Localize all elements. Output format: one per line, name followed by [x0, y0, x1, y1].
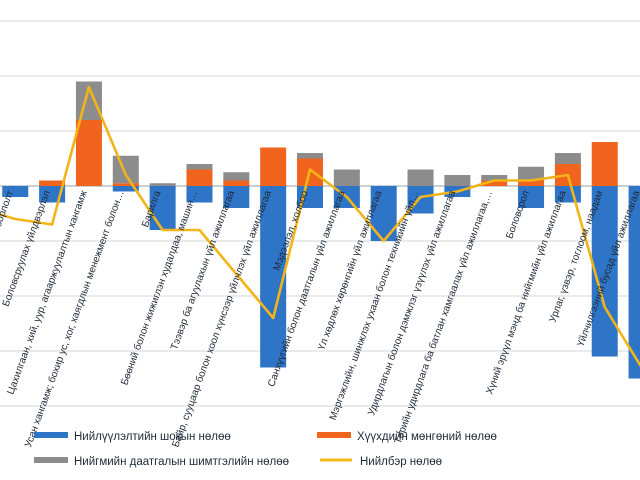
- bar-social-insurance-6: [186, 164, 213, 170]
- category-label-16: Хүний эрүүл мэнд ба нийгмийн үйл ажиллаг…: [484, 189, 569, 396]
- legend-label-child-money: Хүүхдийн мөнгөний нөлөө: [357, 431, 497, 443]
- bar-social-insurance-16: [554, 153, 581, 164]
- bar-supply-shock-18: [628, 186, 640, 379]
- bar-social-insurance-9: [297, 153, 323, 159]
- total-line-layer: [0, 85, 640, 368]
- bars: [2, 81, 640, 379]
- bar-supply-shock-4: [112, 186, 139, 192]
- bar-child-money-14: [481, 180, 508, 186]
- bar-supply-shock-6: [186, 186, 213, 203]
- bar-supply-shock-8: [260, 186, 287, 368]
- legend-label-supply-shock: Нийлүүлэлтийн шокын нөлөө: [74, 431, 231, 443]
- bar-social-insurance-7: [223, 172, 250, 181]
- category-label-7: Тээвэр ба агуулахын үйл ажиллагаа: [168, 189, 237, 352]
- legend-swatch-supply-shock: [34, 432, 68, 438]
- bar-supply-shock-5: [149, 186, 176, 230]
- total-effect-line: [0, 85, 640, 368]
- bar-social-insurance-14: [481, 175, 508, 181]
- bar-child-money-17: [591, 142, 618, 186]
- legend-label-total: Нийлбэр нөлөө: [360, 456, 442, 468]
- bar-child-money-15: [518, 180, 545, 186]
- legend-swatch-child-money: [317, 432, 351, 438]
- bar-child-money-3: [75, 120, 102, 186]
- bar-child-money-6: [186, 169, 213, 186]
- bar-social-insurance-10: [333, 169, 360, 186]
- bar-social-insurance-12: [407, 169, 434, 186]
- category-label-15: Боловсрол: [504, 189, 532, 240]
- bar-child-money-4: [112, 183, 139, 186]
- bar-child-money-2: [39, 180, 66, 186]
- category-labels: Хөдөө аж ахуй, ойн аж ахуй, загас агнуур…: [0, 189, 640, 449]
- bar-social-insurance-15: [518, 166, 545, 181]
- category-label-11: Үл хөдлөх хөрөнгийн үйл ажиллагаа: [316, 189, 384, 352]
- bar-social-insurance-13: [444, 175, 471, 186]
- bar-supply-shock-15: [518, 186, 545, 208]
- bar-social-insurance-4: [112, 155, 139, 184]
- bar-social-insurance-5: [149, 183, 176, 186]
- legend-label-social-insurance: Нийгмийн даатгалын шимтгэлийн нөлөө: [74, 456, 289, 468]
- legend-swatch-social-insurance: [34, 457, 68, 463]
- legend: Нийлүүлэлтийн шокын нөлөө Хүүхдийн мөнгө…: [34, 431, 497, 468]
- bar-child-money-8: [260, 147, 287, 186]
- bar-child-money-7: [223, 180, 250, 186]
- bar-supply-shock-1: [2, 186, 29, 197]
- bar-supply-shock-7: [223, 186, 250, 208]
